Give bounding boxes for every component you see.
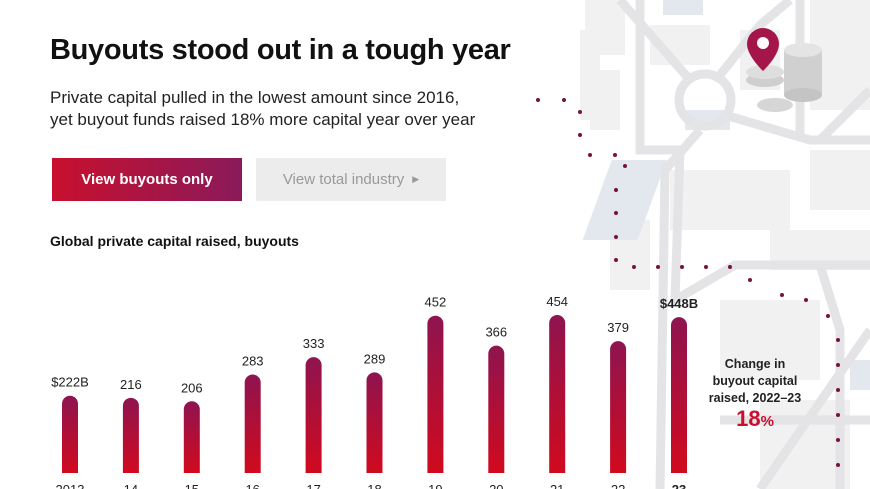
- bar-chart: $222B 2013 216 14 206 15 283 16 333 17 289 18 452 19 3…: [51, 294, 698, 489]
- bar-14: [122, 397, 139, 473]
- x-tick-label: 19: [428, 482, 442, 489]
- data-label: 452: [425, 295, 447, 310]
- coins-icon: [746, 43, 822, 112]
- change-unit: %: [760, 413, 774, 430]
- bar-20: [488, 345, 505, 473]
- data-label: 454: [546, 294, 568, 309]
- data-label: 206: [181, 380, 203, 395]
- data-label: 216: [120, 377, 142, 392]
- view-buyouts-button[interactable]: View buyouts only: [52, 158, 242, 201]
- subtitle-line: yet buyout funds raised 18% more capital…: [50, 110, 476, 129]
- data-label: 366: [485, 325, 507, 340]
- data-label: 283: [242, 354, 264, 369]
- x-tick-label: 17: [306, 482, 320, 489]
- bar-15: [183, 401, 200, 473]
- data-label: 289: [364, 351, 386, 366]
- page-title: Buyouts stood out in a tough year: [50, 34, 511, 66]
- data-label: $448B: [660, 296, 698, 311]
- page-subtitle: Private capital pulled in the lowest amo…: [50, 87, 530, 131]
- map-illustration: [520, 0, 870, 489]
- callout-label: raised, 2022–23: [708, 391, 802, 405]
- view-total-industry-label: View total industry: [282, 171, 405, 188]
- change-number: 18: [736, 406, 761, 431]
- view-buyouts-label: View buyouts only: [81, 171, 213, 188]
- x-tick-label: 15: [185, 482, 199, 489]
- data-label: 333: [303, 336, 325, 351]
- callout-label: buyout capital: [712, 374, 798, 388]
- bar-16: [244, 374, 261, 473]
- chart-title: Global private capital raised, buyouts: [50, 233, 299, 249]
- x-tick-label: 20: [489, 482, 503, 489]
- bar-19: [427, 315, 444, 473]
- bar-22: [610, 341, 627, 473]
- data-label: 379: [607, 320, 629, 335]
- caret-right-icon: ▶: [412, 174, 420, 184]
- subtitle-line: Private capital pulled in the lowest amo…: [50, 88, 460, 107]
- x-tick-label: 23: [672, 482, 686, 489]
- bar-21: [549, 315, 566, 473]
- bar-2013: [62, 395, 78, 473]
- x-tick-label: 22: [611, 482, 625, 489]
- x-tick-label: 14: [124, 482, 138, 489]
- x-tick-label: 2013: [56, 482, 85, 489]
- x-tick-label: 21: [550, 482, 564, 489]
- bar-17: [305, 357, 322, 473]
- data-label: $222B: [51, 375, 89, 390]
- bar-18: [366, 372, 383, 473]
- view-total-industry-button[interactable]: View total industry ▶: [256, 158, 446, 201]
- callout-label: Change in: [724, 357, 786, 371]
- change-value: 18%: [700, 408, 810, 431]
- x-tick-label: 16: [245, 482, 259, 489]
- bar-23: [671, 317, 687, 473]
- x-tick-label: 18: [367, 482, 381, 489]
- change-callout: Change in buyout capital raised, 2022–23…: [700, 356, 810, 430]
- location-pin-icon: [747, 28, 779, 71]
